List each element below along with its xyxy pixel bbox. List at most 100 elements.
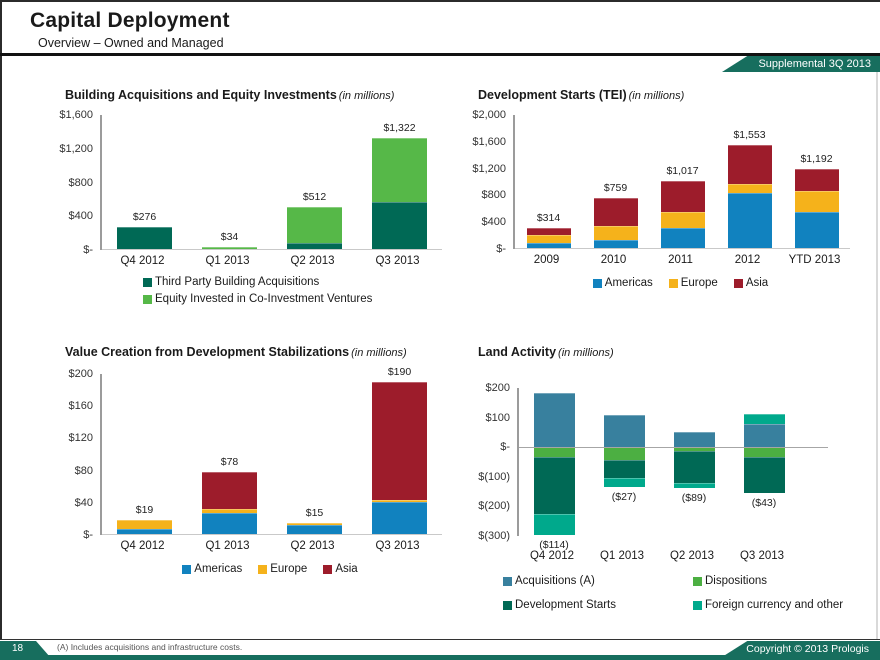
net-label: ($43) — [751, 496, 777, 509]
data-label: $1,322 — [383, 122, 416, 135]
axis-tick-label: $800 — [481, 189, 506, 202]
legend-item: Asia — [323, 563, 358, 576]
page-top-border — [0, 0, 880, 2]
legend-item: Asia — [733, 277, 768, 290]
chart-title-text: Value Creation from Development Stabiliz… — [65, 345, 350, 359]
chart-legend: Acquisitions (A) Dispositions Development … — [503, 575, 870, 612]
axis-tick-label: $- — [496, 243, 506, 255]
bar-segment — [794, 191, 839, 213]
bar-segment — [372, 138, 427, 203]
legend-label: Third Party Building Acquisitions — [155, 276, 320, 288]
x-axis-baseline — [515, 248, 850, 249]
axis-tick-label: $120 — [68, 432, 93, 445]
legend-item: Equity Invested in Co-Investment Venture… — [143, 293, 372, 306]
plot-area: $276 $34 $512 $1,322 — [100, 115, 442, 250]
bar-segment — [603, 459, 645, 478]
bar-segment — [660, 228, 705, 249]
legend-label: Europe — [680, 277, 718, 289]
legend-label: Americas — [604, 277, 653, 289]
bar-segment — [743, 456, 785, 493]
legend-item: Foreign currency and other — [693, 599, 870, 612]
chart-legend: Americas Europe Asia — [100, 563, 440, 576]
axis-tick-label: $1,200 — [472, 162, 506, 175]
y-axis: $200 $100 $- $(100) $(200) $(300) — [465, 382, 517, 542]
bar-segment — [673, 447, 715, 451]
chart-development-starts: Development Starts (TEI) (in millions) $2… — [465, 88, 870, 290]
category-label: Q4 2012 — [120, 255, 165, 267]
page-number-tab: 18 — [0, 641, 50, 657]
chart-title-text: Land Activity — [478, 345, 557, 359]
chart-units-label: (in millions) — [558, 347, 614, 359]
data-label: $1,553 — [733, 128, 766, 141]
bar-segment — [593, 225, 638, 240]
bar-segment — [287, 206, 342, 244]
category-label: YTD 2013 — [788, 254, 841, 266]
category-label: Q1 2013 — [205, 255, 250, 267]
legend-item: Europe — [258, 563, 307, 576]
category-label: Q3 2013 — [375, 540, 420, 552]
bar-segment — [372, 499, 427, 502]
category-label: 2011 — [668, 254, 693, 266]
category-label: Q3 2013 — [739, 550, 785, 562]
category-label: Q2 2013 — [290, 540, 335, 552]
supplemental-banner: Supplemental 3Q 2013 — [722, 56, 880, 72]
chart-units-label: (in millions) — [628, 90, 685, 102]
data-label: $190 — [387, 366, 412, 379]
bar-segment — [727, 184, 772, 193]
legend-label: Asia — [335, 563, 358, 575]
bar-segment — [673, 432, 715, 448]
copyright-tab: Copyright © 2013 Prologis — [722, 641, 880, 657]
legend-swatch — [592, 279, 602, 288]
chart-units-label: (in millions) — [351, 347, 407, 359]
legend-item: Europe — [668, 277, 718, 290]
x-axis-baseline — [102, 534, 442, 535]
category-label: Q2 2013 — [669, 550, 715, 562]
legend-item: Americas — [592, 277, 653, 290]
bar-segment — [372, 202, 427, 250]
legend-label: Acquisitions (A) — [515, 575, 595, 587]
legend-swatch — [182, 565, 192, 574]
copyright-text: Copyright © 2013 Prologis — [746, 643, 869, 655]
y-axis: $1,600 $1,200 $800 $400 $- — [50, 109, 100, 256]
category-label: Q1 2013 — [205, 540, 250, 552]
y-axis: $2,000 $1,600 $1,200 $800 $400 $- — [465, 109, 513, 255]
axis-tick-label: $400 — [68, 210, 93, 223]
page-subtitle: Overview – Owned and Managed — [38, 36, 224, 50]
axis-tick-label: $800 — [68, 176, 93, 189]
legend-item: Americas — [182, 563, 242, 576]
category-label: 2010 — [600, 254, 627, 266]
chart-value-creation: Value Creation from Development Stabiliz… — [50, 345, 455, 576]
axis-tick-label: $100 — [485, 411, 510, 424]
category-label: Q1 2013 — [599, 550, 645, 562]
bar-segment — [794, 212, 839, 249]
category-label: Q4 2012 — [529, 550, 575, 562]
bar-segment — [533, 393, 575, 448]
legend-label: Equity Invested in Co-Investment Venture… — [155, 293, 373, 305]
legend-swatch — [503, 577, 512, 586]
bar-segment — [202, 513, 257, 535]
bar-segment — [727, 144, 772, 184]
bar-segment — [202, 509, 257, 514]
axis-tick-label: $400 — [481, 216, 506, 229]
legend-item: Acquisitions (A) — [503, 575, 693, 588]
legend-swatch — [143, 278, 152, 287]
chart-title: Building Acquisitions and Equity Investm… — [65, 88, 455, 102]
category-axis: Q4 2012 Q1 2013 Q2 2013 Q3 2013 — [100, 540, 455, 553]
bar-segment — [603, 415, 645, 448]
y-axis: $200 $160 $120 $80 $40 $- — [50, 368, 100, 541]
axis-tick-label: $1,600 — [472, 135, 506, 148]
axis-tick-label: $1,600 — [59, 109, 93, 121]
legend-item: Development Starts — [503, 599, 693, 612]
net-label: ($27) — [611, 491, 637, 504]
axis-tick-label: $200 — [485, 382, 510, 394]
bar-segment — [533, 456, 575, 515]
axis-tick-label: $- — [83, 244, 93, 256]
legend-swatch — [693, 601, 702, 610]
chart-title: Development Starts (TEI) (in millions) — [478, 88, 870, 102]
data-label: $1,017 — [666, 164, 699, 177]
data-label: $276 — [132, 210, 157, 223]
legend-swatch — [258, 565, 268, 574]
legend-swatch — [693, 577, 702, 586]
category-axis: 2009 2010 2011 2012 YTD 2013 — [513, 254, 870, 267]
legend-item: Third Party Building Acquisitions — [143, 276, 319, 289]
